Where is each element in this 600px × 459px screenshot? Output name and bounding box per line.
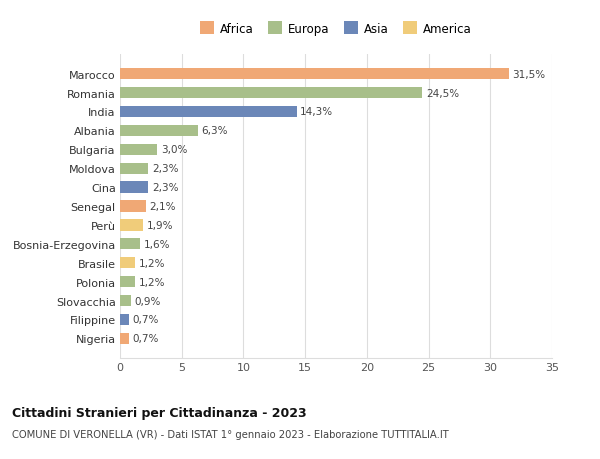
Text: 1,2%: 1,2% <box>139 277 165 287</box>
Text: 1,9%: 1,9% <box>147 220 173 230</box>
Bar <box>120 220 143 231</box>
Bar <box>120 69 509 80</box>
Text: 3,0%: 3,0% <box>161 145 187 155</box>
Text: 24,5%: 24,5% <box>426 89 459 98</box>
Text: 2,1%: 2,1% <box>149 202 176 212</box>
Bar <box>120 144 157 156</box>
Text: 14,3%: 14,3% <box>300 107 334 117</box>
Text: 1,2%: 1,2% <box>139 258 165 268</box>
Bar <box>120 276 135 288</box>
Bar <box>120 333 128 344</box>
Text: 0,7%: 0,7% <box>133 334 159 344</box>
Text: 0,7%: 0,7% <box>133 315 159 325</box>
Text: 1,6%: 1,6% <box>143 239 170 249</box>
Bar <box>120 88 422 99</box>
Text: COMUNE DI VERONELLA (VR) - Dati ISTAT 1° gennaio 2023 - Elaborazione TUTTITALIA.: COMUNE DI VERONELLA (VR) - Dati ISTAT 1°… <box>12 429 449 439</box>
Bar <box>120 295 131 307</box>
Text: 2,3%: 2,3% <box>152 183 179 193</box>
Text: Cittadini Stranieri per Cittadinanza - 2023: Cittadini Stranieri per Cittadinanza - 2… <box>12 406 307 419</box>
Text: 2,3%: 2,3% <box>152 164 179 174</box>
Bar <box>120 314 128 325</box>
Bar <box>120 239 140 250</box>
Bar <box>120 106 296 118</box>
Bar <box>120 125 198 137</box>
Bar <box>120 182 148 193</box>
Text: 31,5%: 31,5% <box>512 69 545 79</box>
Legend: Africa, Europa, Asia, America: Africa, Europa, Asia, America <box>196 18 476 41</box>
Bar <box>120 163 148 174</box>
Bar <box>120 201 146 212</box>
Text: 0,9%: 0,9% <box>135 296 161 306</box>
Text: 6,3%: 6,3% <box>202 126 228 136</box>
Bar <box>120 257 135 269</box>
